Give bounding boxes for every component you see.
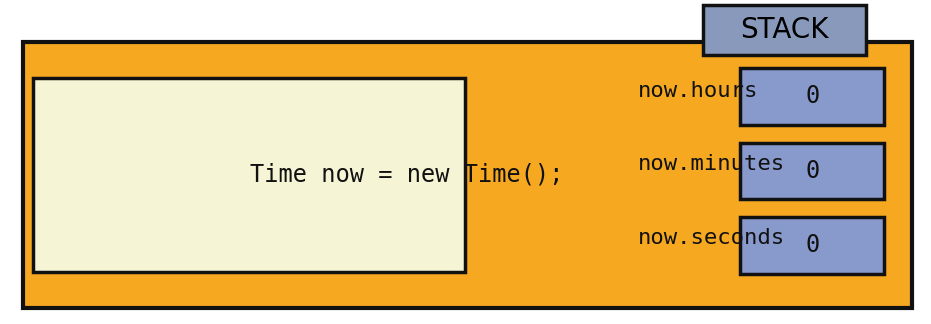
Text: 0: 0 bbox=[805, 159, 819, 183]
Bar bbox=[740, 143, 884, 199]
Bar bbox=[33, 78, 465, 272]
Bar bbox=[23, 42, 912, 308]
Text: now.hours: now.hours bbox=[638, 81, 758, 101]
Text: STACK: STACK bbox=[740, 16, 829, 44]
Bar bbox=[740, 217, 884, 274]
Bar bbox=[740, 68, 884, 125]
Text: 0: 0 bbox=[805, 84, 819, 109]
Bar bbox=[703, 5, 866, 55]
Text: now.minutes: now.minutes bbox=[638, 154, 785, 174]
Text: Time now = new Time();: Time now = new Time(); bbox=[250, 163, 563, 187]
Text: 0: 0 bbox=[805, 233, 819, 258]
Text: now.seconds: now.seconds bbox=[638, 228, 785, 248]
